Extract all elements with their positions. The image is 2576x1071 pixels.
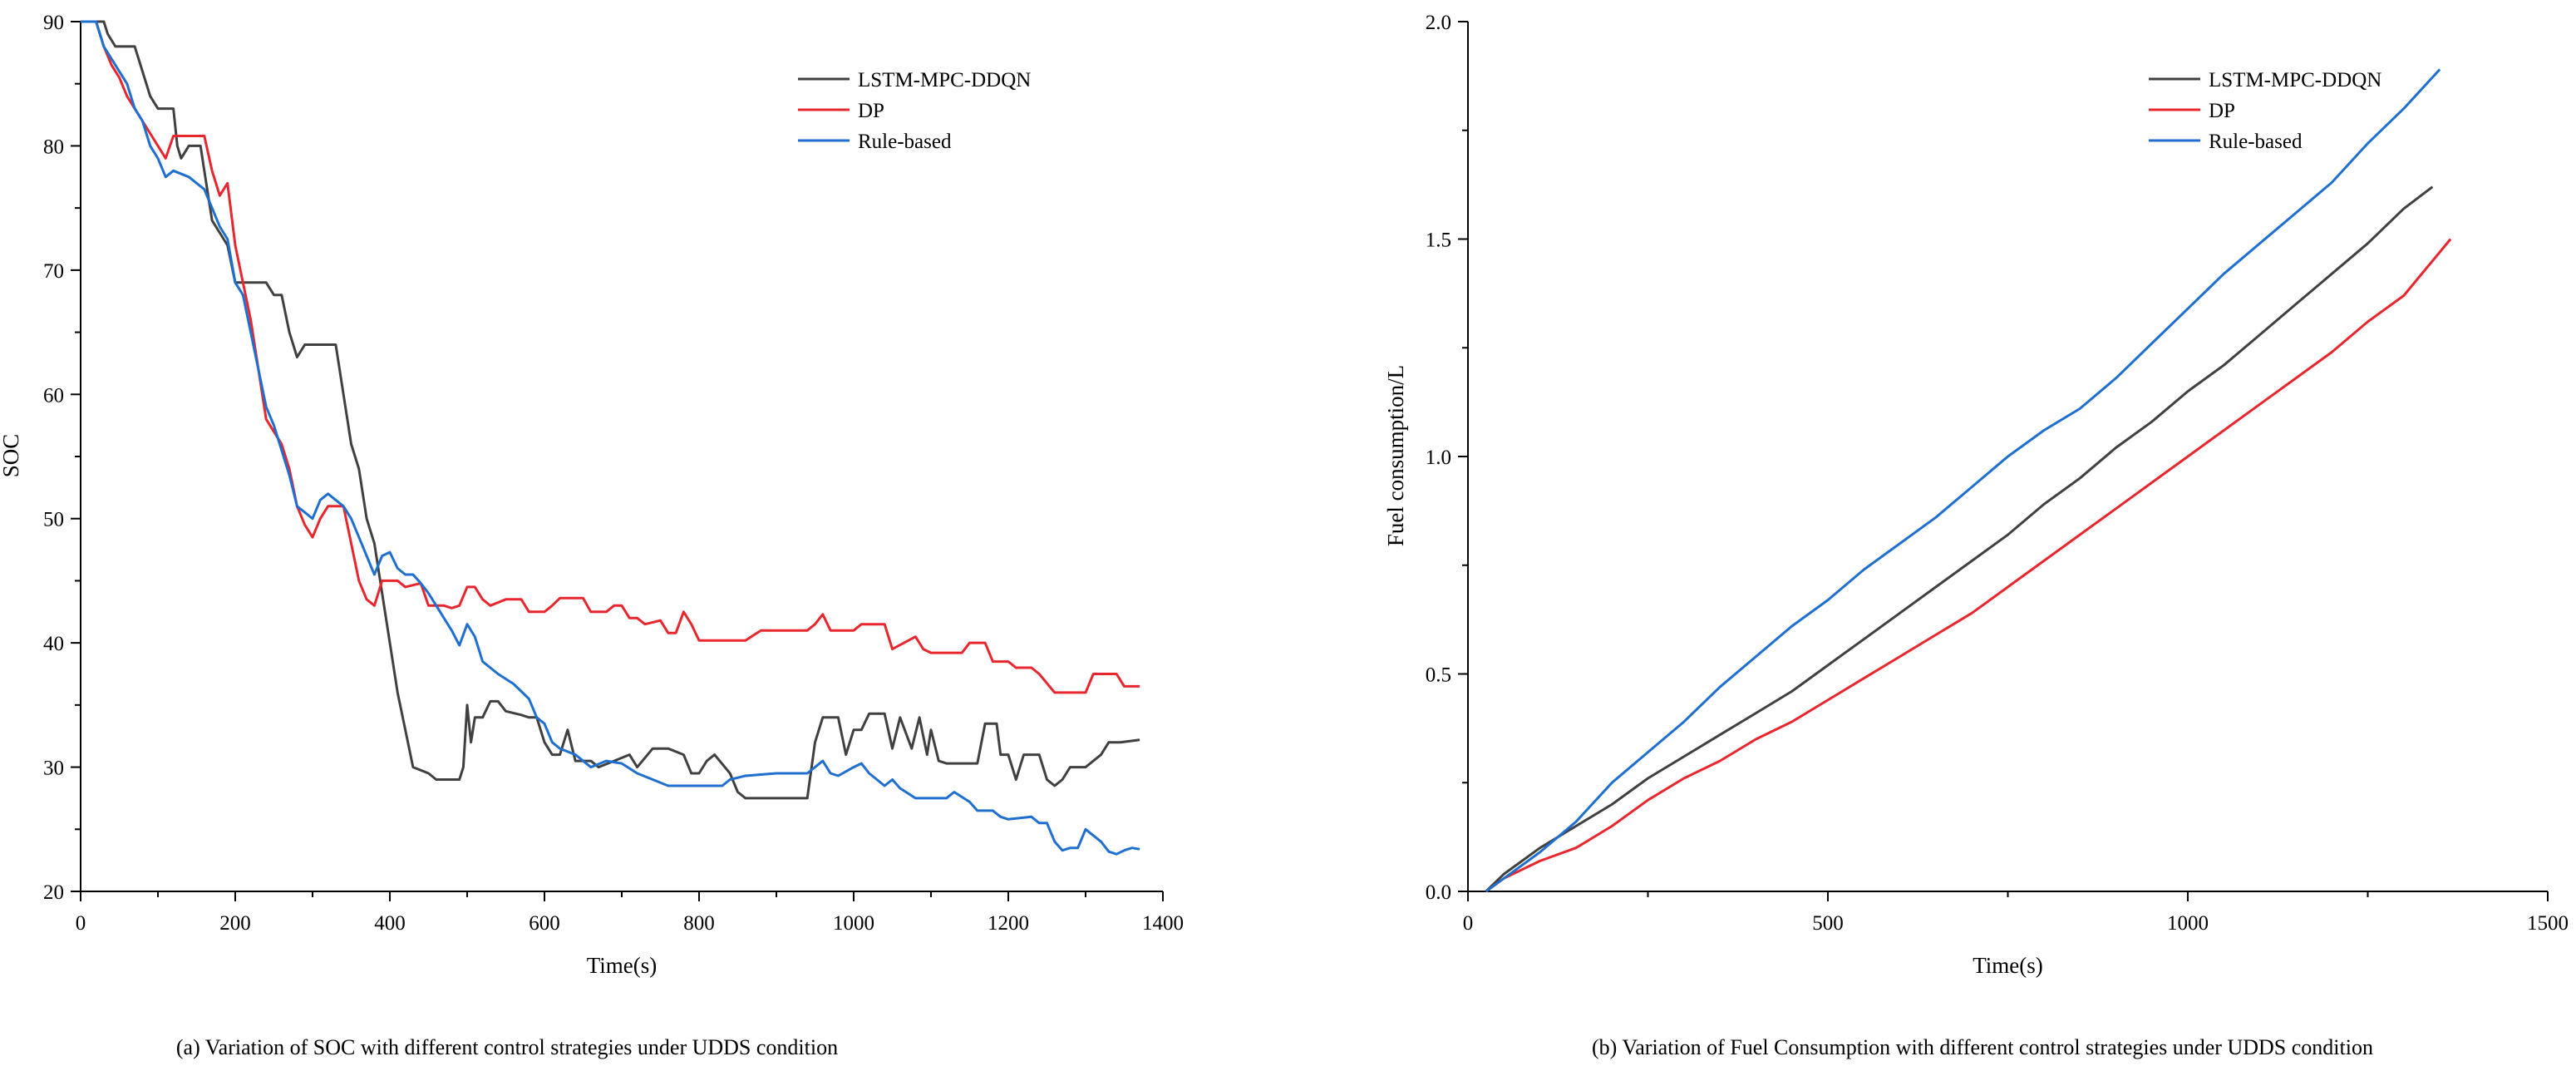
x-axis-title: Time(s) — [1973, 953, 2043, 978]
y-tick-label: 2.0 — [1426, 12, 1451, 34]
legend-label-dp: DP — [2209, 100, 2235, 122]
legend-label-dp: DP — [858, 100, 884, 122]
y-tick-label: 50 — [43, 509, 64, 531]
x-tick-label: 0 — [1463, 912, 1474, 935]
figure-caption: (a) Variation of SOC with different cont… — [176, 1035, 838, 1059]
y-tick-label: 0.5 — [1426, 664, 1451, 687]
x-tick-label: 0 — [76, 912, 86, 935]
x-tick-label: 600 — [529, 912, 560, 935]
x-tick-label: 1000 — [833, 912, 874, 935]
legend: LSTM-MPC-DDQN DP Rule-based — [798, 69, 1031, 153]
series-line-dp — [81, 20, 1140, 694]
legend-label-lstm-mpc-ddqn: LSTM-MPC-DDQN — [2209, 69, 2381, 91]
figure-caption: (b) Variation of Fuel Consumption with d… — [1592, 1035, 2373, 1059]
y-tick-label: 70 — [43, 260, 64, 283]
y-tick-label: 0.0 — [1426, 881, 1451, 904]
series-line-lstm-mpc-ddqn — [1485, 185, 2434, 893]
x-tick-label: 1000 — [2167, 912, 2209, 935]
x-tick-label: 500 — [1812, 912, 1844, 935]
x-tick-label: 1500 — [2527, 912, 2569, 935]
x-tick-label: 1200 — [988, 912, 1029, 935]
series-line-dp — [1485, 238, 2452, 893]
y-tick-label: 20 — [43, 881, 64, 904]
legend-label-rule-based: Rule-based — [2209, 131, 2303, 153]
fuel-chart: 0 500 1000 1500 0.0 0.5 1.0 1.5 2.0 Time(s) Fuel c… — [1383, 12, 2569, 1059]
y-tick-label: 1.0 — [1426, 447, 1451, 469]
y-tick-label: 1.5 — [1426, 230, 1451, 252]
x-tick-label: 200 — [219, 912, 251, 935]
y-tick-label: 90 — [43, 12, 64, 34]
series-line-rule-based — [81, 20, 1140, 856]
legend: LSTM-MPC-DDQN DP Rule-based — [2149, 69, 2381, 153]
y-axis-title: SOC — [0, 434, 23, 478]
y-tick-label: 80 — [43, 136, 64, 158]
x-tick-label: 800 — [683, 912, 715, 935]
y-tick-label: 40 — [43, 633, 64, 655]
series-line-rule-based — [1485, 68, 2441, 893]
series-line-lstm-mpc-ddqn — [81, 20, 1140, 800]
y-tick-label: 60 — [43, 384, 64, 407]
soc-chart: 0 200 400 600 800 1000 1200 1400 20 30 40 50 60 70 80 9… — [0, 12, 1184, 1059]
y-tick-label: 30 — [43, 758, 64, 780]
legend-label-rule-based: Rule-based — [858, 131, 952, 153]
x-tick-label: 1400 — [1142, 912, 1184, 935]
x-tick-label: 400 — [374, 912, 406, 935]
y-axis-title: Fuel consumption/L — [1383, 365, 1408, 546]
x-axis-title: Time(s) — [587, 953, 658, 978]
legend-label-lstm-mpc-ddqn: LSTM-MPC-DDQN — [858, 69, 1031, 91]
